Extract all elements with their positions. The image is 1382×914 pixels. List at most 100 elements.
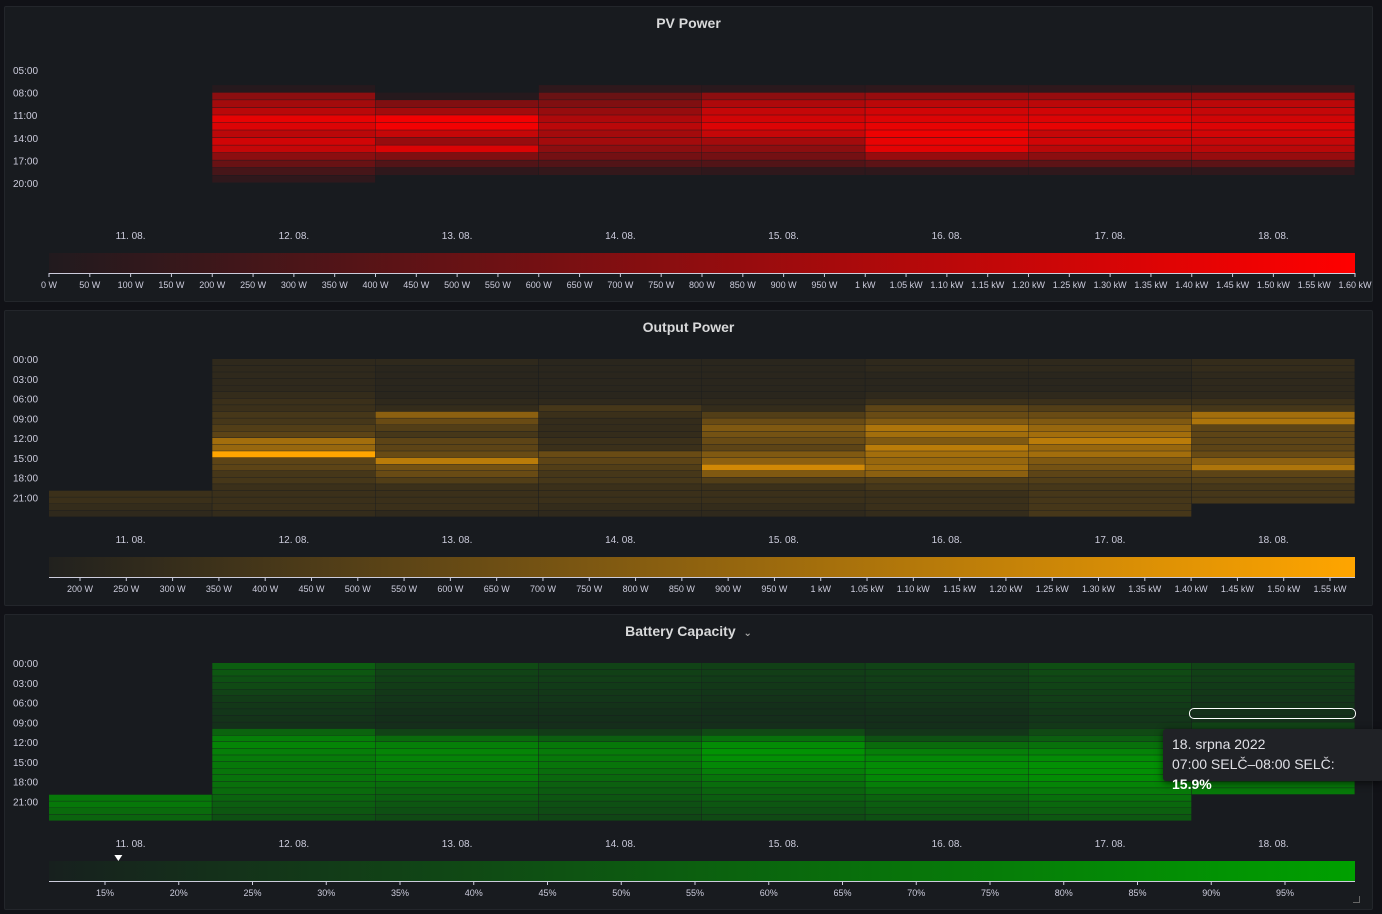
heatmap-cell[interactable] <box>538 451 702 458</box>
heatmap-cell[interactable] <box>1191 497 1355 504</box>
heatmap-cell[interactable] <box>865 378 1029 385</box>
heatmap-cell[interactable] <box>212 722 376 729</box>
heatmap-cell[interactable] <box>538 405 702 412</box>
heatmap-cell[interactable] <box>375 742 539 749</box>
heatmap-cell[interactable] <box>212 702 376 709</box>
heatmap-cell[interactable] <box>1028 709 1192 716</box>
heatmap-cell[interactable] <box>702 457 865 464</box>
heatmap-cell[interactable] <box>702 689 865 696</box>
heatmap-cell[interactable] <box>865 398 1029 405</box>
heatmap-cell[interactable] <box>1191 788 1355 795</box>
heatmap-cell[interactable] <box>538 735 702 742</box>
heatmap-cell[interactable] <box>702 490 865 497</box>
heatmap-cell[interactable] <box>702 497 865 504</box>
heatmap-cell[interactable] <box>212 365 376 372</box>
heatmap-cell[interactable] <box>1191 484 1355 491</box>
heatmap-cell[interactable] <box>212 130 376 138</box>
heatmap-cell[interactable] <box>375 781 539 788</box>
heatmap-cell[interactable] <box>1191 92 1355 100</box>
heatmap-cell[interactable] <box>375 438 539 445</box>
heatmap-cell[interactable] <box>212 411 376 418</box>
heatmap-cell[interactable] <box>1191 669 1355 676</box>
heatmap-cell[interactable] <box>1191 85 1355 93</box>
heatmap-cell[interactable] <box>538 755 702 762</box>
heatmap-cell[interactable] <box>865 735 1029 742</box>
heatmap-cell[interactable] <box>865 385 1029 392</box>
heatmap-cell[interactable] <box>212 359 376 366</box>
heatmap-cell[interactable] <box>865 100 1029 108</box>
heatmap-cell[interactable] <box>865 794 1029 801</box>
heatmap-cell[interactable] <box>375 378 539 385</box>
heatmap-cell[interactable] <box>865 669 1029 676</box>
heatmap-cell[interactable] <box>865 137 1029 145</box>
heatmap-cell[interactable] <box>538 359 702 366</box>
heatmap-cell[interactable] <box>702 761 865 768</box>
heatmap-cell[interactable] <box>1191 424 1355 431</box>
heatmap-cell[interactable] <box>538 115 702 123</box>
heatmap-cell[interactable] <box>212 175 376 183</box>
heatmap-cell[interactable] <box>212 457 376 464</box>
battery-capacity-title[interactable]: Battery Capacity ⌄ <box>5 623 1372 639</box>
heatmap-cell[interactable] <box>538 742 702 749</box>
heatmap-cell[interactable] <box>865 431 1029 438</box>
heatmap-cell[interactable] <box>49 814 212 821</box>
heatmap-cell[interactable] <box>212 669 376 676</box>
heatmap-cell[interactable] <box>865 768 1029 775</box>
heatmap-cell[interactable] <box>212 152 376 160</box>
heatmap-cell[interactable] <box>538 722 702 729</box>
heatmap-cell[interactable] <box>375 510 539 517</box>
heatmap-cell[interactable] <box>538 715 702 722</box>
heatmap-cell[interactable] <box>375 728 539 735</box>
heatmap-cell[interactable] <box>538 748 702 755</box>
heatmap-cell[interactable] <box>1028 748 1192 755</box>
heatmap-cell[interactable] <box>702 398 865 405</box>
heatmap-cell[interactable] <box>1191 663 1355 670</box>
heatmap-cell[interactable] <box>1028 490 1192 497</box>
heatmap-cell[interactable] <box>212 728 376 735</box>
heatmap-cell[interactable] <box>375 431 539 438</box>
heatmap-cell[interactable] <box>538 761 702 768</box>
heatmap-cell[interactable] <box>702 92 865 100</box>
heatmap-cell[interactable] <box>375 152 539 160</box>
heatmap-cell[interactable] <box>538 484 702 491</box>
heatmap-cell[interactable] <box>212 451 376 458</box>
heatmap-cell[interactable] <box>865 365 1029 372</box>
heatmap-cell[interactable] <box>538 510 702 517</box>
heatmap-cell[interactable] <box>1028 503 1192 510</box>
heatmap-cell[interactable] <box>1191 722 1355 729</box>
heatmap-cell[interactable] <box>702 424 865 431</box>
heatmap-cell[interactable] <box>1028 372 1192 379</box>
pv-power-title[interactable]: PV Power <box>656 15 721 31</box>
heatmap-cell[interactable] <box>212 709 376 716</box>
heatmap-cell[interactable] <box>702 385 865 392</box>
heatmap-cell[interactable] <box>1028 424 1192 431</box>
heatmap-cell[interactable] <box>375 107 539 115</box>
heatmap-cell[interactable] <box>212 761 376 768</box>
heatmap-cell[interactable] <box>375 709 539 716</box>
heatmap-cell[interactable] <box>702 669 865 676</box>
heatmap-cell[interactable] <box>212 107 376 115</box>
heatmap-cell[interactable] <box>212 788 376 795</box>
heatmap-cell[interactable] <box>865 788 1029 795</box>
heatmap-cell[interactable] <box>538 418 702 425</box>
heatmap-cell[interactable] <box>375 385 539 392</box>
heatmap-cell[interactable] <box>865 807 1029 814</box>
heatmap-cell[interactable] <box>1028 405 1192 412</box>
heatmap-cell[interactable] <box>1191 451 1355 458</box>
heatmap-cell[interactable] <box>1028 669 1192 676</box>
heatmap-cell[interactable] <box>212 814 376 821</box>
heatmap-cell[interactable] <box>865 722 1029 729</box>
heatmap-cell[interactable] <box>538 444 702 451</box>
heatmap-cell[interactable] <box>538 814 702 821</box>
heatmap-cell[interactable] <box>865 122 1029 130</box>
heatmap-cell[interactable] <box>375 470 539 478</box>
heatmap-cell[interactable] <box>865 682 1029 689</box>
heatmap-cell[interactable] <box>538 411 702 418</box>
heatmap-cell[interactable] <box>702 365 865 372</box>
heatmap-cell[interactable] <box>865 107 1029 115</box>
heatmap-cell[interactable] <box>865 748 1029 755</box>
heatmap-cell[interactable] <box>702 781 865 788</box>
heatmap-cell[interactable] <box>538 807 702 814</box>
heatmap-cell[interactable] <box>375 477 539 484</box>
heatmap-cell[interactable] <box>212 807 376 814</box>
